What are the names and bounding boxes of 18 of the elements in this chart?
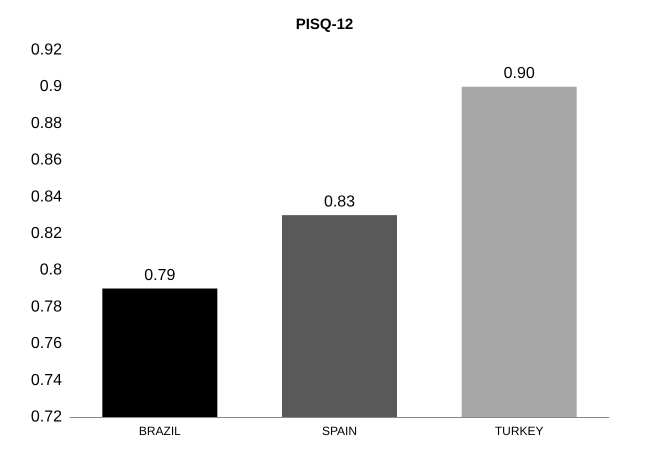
y-tick-label: 0.78: [30, 298, 62, 316]
chart-title: PISQ-12: [296, 16, 354, 33]
y-tick-label: 0.86: [30, 152, 62, 169]
y-tick-label: 0.92: [30, 42, 62, 58]
data-label: 0.90: [504, 65, 535, 82]
data-label: 0.79: [144, 267, 176, 284]
y-tick-label: 0.82: [30, 225, 62, 242]
y-tick-label: 0.9: [40, 78, 62, 96]
y-tick-label: 0.84: [30, 188, 62, 206]
y-tick-label: 0.8: [40, 262, 62, 279]
y-tick-label: 0.74: [30, 372, 62, 389]
x-tick-label: BRAZIL: [138, 424, 182, 438]
x-tick-label: SPAIN: [322, 424, 358, 438]
y-tick-label: 0.88: [30, 114, 62, 132]
y-tick-label: 0.76: [30, 335, 62, 352]
y-tick-label: 0.72: [30, 408, 62, 426]
data-label: 0.83: [324, 194, 356, 211]
x-tick-label: TURKEY: [494, 424, 544, 438]
